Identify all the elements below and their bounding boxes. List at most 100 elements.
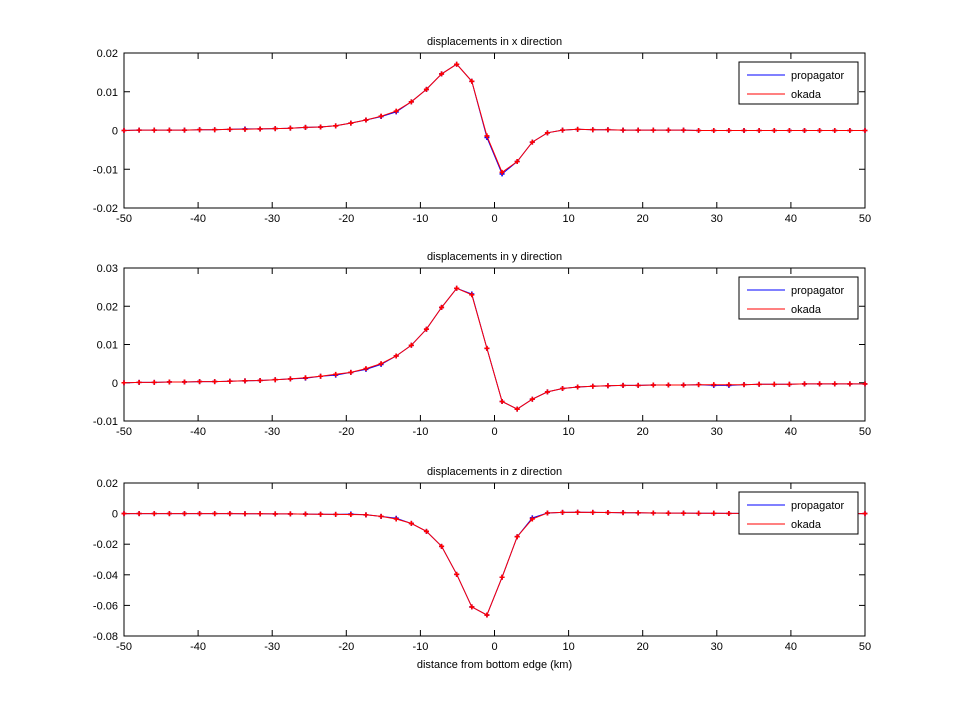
data-point-okada bbox=[166, 127, 172, 133]
data-point-okada bbox=[741, 382, 747, 388]
data-point-okada bbox=[590, 509, 596, 515]
y-tick-label: 0.01 bbox=[97, 340, 118, 352]
data-point-okada bbox=[121, 128, 127, 133]
data-point-okada bbox=[560, 509, 566, 515]
data-point-okada bbox=[287, 376, 293, 382]
data-point-okada bbox=[423, 86, 429, 92]
data-point-okada bbox=[302, 124, 308, 130]
data-point-okada bbox=[726, 382, 732, 388]
legend-box bbox=[738, 276, 859, 320]
data-point-okada bbox=[620, 127, 626, 133]
data-point-okada bbox=[514, 534, 520, 540]
data-point-okada bbox=[711, 510, 717, 516]
data-point-okada bbox=[484, 133, 490, 139]
data-point-okada bbox=[408, 520, 414, 526]
x-tick-label: -40 bbox=[190, 213, 206, 225]
y-tick-label: 0.03 bbox=[97, 263, 118, 275]
data-point-okada bbox=[423, 528, 429, 534]
data-point-okada bbox=[227, 378, 233, 384]
x-tick-label: 0 bbox=[491, 426, 497, 438]
data-point-okada bbox=[650, 127, 656, 133]
data-point-okada bbox=[378, 513, 384, 519]
data-point-okada bbox=[136, 127, 142, 133]
y-tick-label: -0.02 bbox=[93, 539, 118, 551]
data-point-okada bbox=[469, 78, 475, 84]
y-tick-label: -0.01 bbox=[93, 164, 118, 176]
x-tick-label: 30 bbox=[711, 213, 723, 225]
y-tick-label: -0.02 bbox=[93, 203, 118, 215]
data-point-okada bbox=[439, 304, 445, 310]
data-point-okada bbox=[529, 139, 535, 145]
x-tick-label: -30 bbox=[264, 641, 280, 653]
data-point-okada bbox=[862, 381, 868, 387]
data-point-okada bbox=[832, 381, 838, 387]
data-point-okada bbox=[242, 378, 248, 384]
x-tick-label: 0 bbox=[491, 641, 497, 653]
subplot-2: -50 -40 -30 -20 -10 0 10 20 30 40 50 -0.01 0 0.01 0.02… bbox=[93, 251, 871, 438]
data-point-okada bbox=[635, 510, 641, 516]
data-point-okada bbox=[363, 366, 369, 372]
y-tick-label: -0.01 bbox=[93, 416, 118, 428]
data-point-okada bbox=[514, 159, 520, 164]
data-point-okada bbox=[454, 61, 460, 67]
x-tick-label: -20 bbox=[338, 426, 354, 438]
data-point-okada bbox=[514, 406, 520, 412]
data-point-okada bbox=[847, 128, 853, 133]
data-point-okada bbox=[817, 128, 823, 133]
data-point-okada bbox=[862, 511, 868, 517]
x-tick-label: -20 bbox=[338, 213, 354, 225]
data-point-okada bbox=[318, 511, 324, 517]
data-point-okada bbox=[272, 511, 278, 517]
data-point-okada bbox=[544, 130, 550, 136]
subplot-title: displacements in z direction bbox=[427, 466, 562, 478]
data-point-okada bbox=[136, 379, 142, 385]
data-point-okada bbox=[197, 127, 203, 133]
x-tick-label: -40 bbox=[190, 426, 206, 438]
data-point-okada bbox=[166, 379, 172, 385]
y-tick-label: 0.02 bbox=[97, 48, 118, 60]
data-point-okada bbox=[620, 510, 626, 516]
data-point-okada bbox=[181, 379, 187, 385]
data-point-okada bbox=[711, 382, 717, 388]
data-point-okada bbox=[650, 510, 656, 516]
data-point-okada bbox=[212, 511, 218, 517]
data-point-okada bbox=[575, 384, 581, 390]
data-point-okada bbox=[393, 353, 399, 359]
data-point-okada bbox=[665, 510, 671, 516]
subplot-title: displacements in y direction bbox=[427, 251, 562, 263]
data-point-okada bbox=[484, 345, 490, 351]
legend-label: okada bbox=[791, 89, 822, 101]
legend-label: propagator bbox=[791, 500, 845, 512]
data-point-okada bbox=[726, 510, 732, 516]
x-axis-label: distance from bottom edge (km) bbox=[417, 659, 572, 671]
data-point-okada bbox=[802, 128, 808, 133]
data-point-okada bbox=[257, 377, 263, 383]
data-point-okada bbox=[408, 342, 414, 348]
data-point-okada bbox=[151, 511, 157, 517]
y-tick-label: -0.08 bbox=[93, 631, 118, 643]
data-point-okada bbox=[862, 128, 868, 133]
data-point-okada bbox=[212, 379, 218, 385]
data-point-okada bbox=[696, 128, 702, 133]
data-point-okada bbox=[318, 124, 324, 130]
data-point-okada bbox=[681, 382, 687, 388]
data-point-okada bbox=[635, 127, 641, 133]
data-point-okada bbox=[333, 511, 339, 517]
data-point-okada bbox=[287, 125, 293, 131]
data-point-okada bbox=[378, 361, 384, 367]
data-point-okada bbox=[635, 382, 641, 388]
data-point-okada bbox=[847, 381, 853, 387]
data-point-okada bbox=[287, 511, 293, 517]
x-tick-label: 0 bbox=[491, 213, 497, 225]
data-point-okada bbox=[832, 128, 838, 133]
y-tick-label: 0.02 bbox=[97, 301, 118, 313]
data-point-okada bbox=[802, 381, 808, 387]
data-point-okada bbox=[408, 99, 414, 105]
data-point-okada bbox=[333, 371, 339, 377]
data-point-okada bbox=[711, 128, 717, 133]
data-point-okada bbox=[696, 382, 702, 388]
data-point-okada bbox=[605, 383, 611, 389]
data-point-okada bbox=[272, 126, 278, 132]
x-tick-label: 20 bbox=[637, 213, 649, 225]
subplot-3: -50 -40 -30 -20 -10 0 10 20 30 40 50 -0.08 -0.06 -0.0… bbox=[93, 466, 871, 671]
